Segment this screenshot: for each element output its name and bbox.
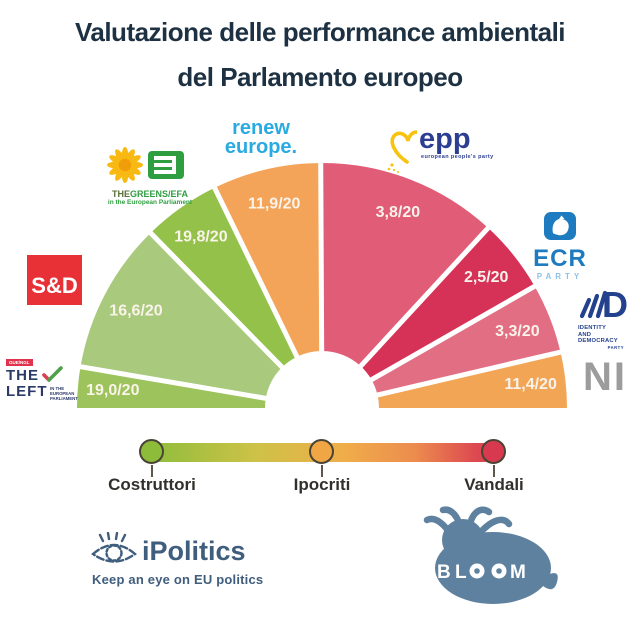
legend-label-vandali: Vandali	[464, 475, 524, 494]
id-line3: PARTY	[607, 344, 624, 350]
segment-divider	[77, 363, 272, 402]
logo-greens-efa: THEGREENS/EFA in the European Parliament	[106, 147, 194, 206]
left-line2: LEFT	[6, 383, 48, 400]
id-mark-icon: D	[579, 284, 628, 325]
epp-tagline: european people's party	[421, 154, 494, 160]
epp-name: epp	[419, 123, 471, 155]
ecr-subtext: PARTY	[536, 272, 584, 281]
segment-divider	[146, 229, 288, 373]
left-gue-ngl-tag: GUE/NGL	[6, 359, 33, 366]
greens-name: GREENS/EFA	[129, 189, 188, 199]
logo-ecr: ECR PARTY	[528, 212, 592, 281]
bloom-letter-l: L	[455, 562, 469, 583]
segment-divider	[372, 348, 564, 399]
ipolitics-name: iPolitics	[142, 536, 246, 566]
segment-sd	[80, 233, 283, 399]
legend-dot-costruttori	[139, 439, 164, 464]
segment-epp	[320, 162, 489, 367]
renew-line2: europe.	[224, 136, 298, 158]
eye-icon	[91, 532, 137, 563]
segment-ecr	[360, 227, 535, 380]
id-line2: AND DEMOCRACY	[578, 331, 618, 345]
segment-divider	[355, 224, 493, 372]
page-title: Valutazione delle performance ambientali…	[0, 10, 640, 100]
segment-score-sd: 16,6/20	[109, 303, 162, 320]
segment-score-ecr: 2,5/20	[464, 269, 509, 286]
legend-stem	[321, 465, 323, 477]
bloom-letter-b: B	[437, 562, 453, 583]
bloom-eye-right	[491, 563, 507, 579]
ipolitics-tagline: Keep an eye on EU politics	[92, 572, 264, 587]
left-side2: EUROPEAN	[50, 391, 75, 396]
ecr-lion-icon	[544, 212, 576, 240]
logo-the-left: GUE/NGL THE LEFT IN THE EUROPEAN PARLIAM…	[4, 359, 94, 409]
page-title-line1: Valutazione delle performance ambientali	[74, 17, 566, 47]
left-checkmark-icon	[42, 366, 63, 382]
segment-divider	[211, 184, 302, 363]
segment-score-renew: 11,9/20	[248, 196, 301, 213]
legend-dot-ipocriti	[309, 439, 334, 464]
segment-score-left: 19,0/20	[86, 382, 139, 399]
ecr-name: ECR	[533, 245, 587, 272]
epp-heart-icon	[387, 130, 417, 173]
bloom-letter-m: M	[510, 562, 528, 583]
segment-score-id: 3,3/20	[495, 323, 540, 340]
id-line1: IDENTITY	[578, 325, 607, 331]
logo-id: D IDENTITY AND DEMOCRACY PARTY	[578, 284, 630, 350]
segment-divider	[365, 282, 539, 385]
legend-label-costruttori: Costruttori	[108, 475, 196, 494]
hemicycle-chart: 19,0/20 16,6/20 19,8/20 11,9/20 3,8/20 2,5/20…	[77, 159, 567, 408]
id-mark-letter: D	[602, 284, 628, 320]
logo-epp: epp european people's party	[383, 123, 494, 174]
segment-divider	[318, 159, 325, 357]
segment-left	[77, 366, 266, 408]
segment-ni	[377, 352, 567, 408]
legend-dot-vandali	[481, 439, 506, 464]
sunflower-icon	[107, 147, 184, 183]
sd-text: S&D	[31, 273, 78, 298]
greens-prefix: THE	[111, 189, 130, 199]
logo-renew-europe: renew europe.	[213, 117, 309, 158]
segment-id	[371, 286, 561, 395]
segment-renew	[214, 163, 322, 357]
bloom-eye-left	[469, 563, 485, 579]
renew-line1: renew	[232, 117, 290, 139]
segment-score-greens: 19,8/20	[174, 228, 227, 245]
legend-stem	[493, 465, 495, 477]
legend-label-ipocriti: Ipocriti	[293, 475, 351, 494]
left-side3: PARLIAMENT	[50, 396, 78, 401]
left-line1: THE	[6, 367, 39, 384]
page-title-line2: del Parlamento europeo	[177, 62, 463, 92]
legend-stem	[151, 465, 153, 477]
segment-score-epp: 3,8/20	[376, 204, 421, 221]
logo-sd: S&D	[27, 255, 82, 305]
segment-greens	[150, 187, 297, 368]
bloom-octopus-icon: B L M	[423, 506, 558, 604]
segment-score-ni: 11,4/20	[504, 376, 557, 393]
greens-subtext: in the European Parliament	[107, 199, 193, 206]
left-side1: IN THE	[50, 386, 65, 391]
logo-ni: NI	[583, 355, 627, 399]
